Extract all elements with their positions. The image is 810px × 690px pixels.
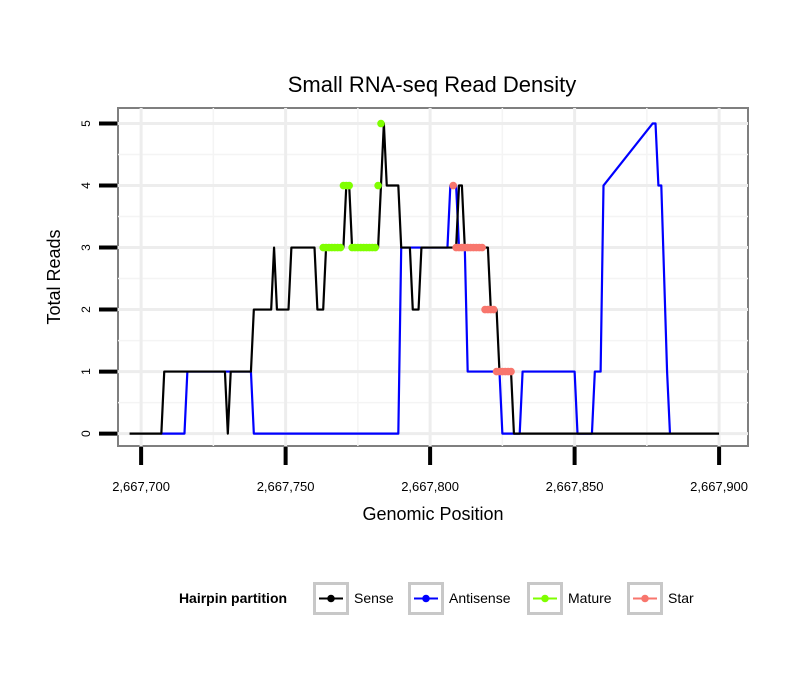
chart-title: Small RNA-seq Read Density bbox=[288, 72, 577, 97]
legend: Hairpin partition Sense Antisense Mature St… bbox=[179, 582, 694, 615]
y-tick-label: 4 bbox=[79, 182, 93, 189]
legend-key-point-antisense bbox=[422, 594, 430, 603]
legend-label-antisense: Antisense bbox=[449, 590, 511, 606]
data-point-star bbox=[489, 305, 498, 314]
y-tick-label: 3 bbox=[79, 244, 93, 251]
x-tick-label: 2,667,700 bbox=[112, 479, 170, 494]
y-axis-label: Total Reads bbox=[44, 229, 64, 324]
legend-key-point-star bbox=[641, 594, 649, 603]
legend-key-point-mature bbox=[541, 594, 549, 603]
plot-panel bbox=[117, 107, 749, 447]
legend-title: Hairpin partition bbox=[179, 590, 287, 606]
x-tick-label: 2,667,900 bbox=[690, 479, 748, 494]
data-point-star bbox=[478, 243, 486, 252]
data-point-mature bbox=[377, 119, 385, 128]
data-point-mature bbox=[345, 181, 353, 190]
legend-key-point-sense bbox=[327, 594, 335, 603]
x-axis-label: Genomic Position bbox=[362, 504, 503, 524]
data-point-mature bbox=[336, 243, 345, 252]
data-point-star bbox=[449, 181, 458, 190]
data-point-mature bbox=[371, 243, 380, 252]
x-axis: 2,667,700 2,667,750 2,667,800 2,667,850 2,66… bbox=[112, 447, 748, 494]
x-tick-label: 2,667,800 bbox=[401, 479, 459, 494]
series-line-antisense bbox=[161, 122, 672, 435]
x-tick-label: 2,667,850 bbox=[546, 479, 604, 494]
legend-label-star: Star bbox=[668, 590, 694, 606]
plot-panel-border bbox=[117, 107, 749, 447]
y-tick-label: 0 bbox=[79, 430, 93, 437]
data-point-mature bbox=[374, 181, 382, 190]
series-points bbox=[319, 119, 515, 376]
legend-label-sense: Sense bbox=[354, 590, 394, 606]
y-tick-label: 5 bbox=[79, 120, 93, 127]
y-tick-label: 1 bbox=[79, 368, 93, 375]
data-point-star bbox=[507, 367, 515, 376]
y-tick-label: 2 bbox=[79, 306, 93, 313]
x-tick-label: 2,667,750 bbox=[257, 479, 315, 494]
y-axis: 0 1 2 3 4 5 bbox=[79, 120, 117, 437]
legend-label-mature: Mature bbox=[568, 590, 612, 606]
